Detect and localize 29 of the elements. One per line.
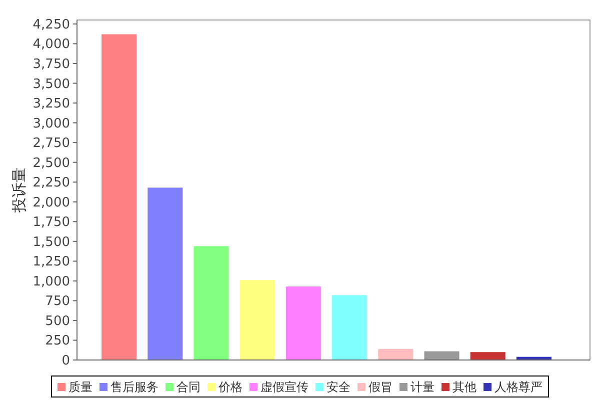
y-tick-label: 1,250 [32, 254, 70, 270]
legend-label: 售后服务 [110, 380, 158, 394]
y-tick-label: 500 [45, 314, 70, 329]
y-tick-label: 2,000 [32, 195, 70, 210]
legend-label: 计量 [410, 380, 434, 394]
y-tick-label: 1,500 [32, 234, 70, 250]
y-tick-label: 2,750 [32, 136, 70, 152]
legend-label: 假冒 [368, 380, 392, 394]
y-tick-label: 2,250 [32, 176, 70, 191]
legend-label: 价格 [218, 380, 242, 394]
y-axis-title: 投诉量 [10, 168, 28, 214]
legend-label: 合同 [176, 380, 200, 394]
y-tick-label: 750 [45, 294, 70, 310]
y-tick-label: 4,250 [32, 17, 70, 32]
y-tick-label: 3,750 [32, 56, 70, 72]
y-tick-label: 1,000 [32, 274, 70, 290]
y-tick-label: 4,000 [32, 37, 70, 52]
legend-label: 其他 [452, 380, 476, 394]
legend-label: 质量 [68, 380, 92, 394]
y-tick-label: 3,000 [32, 116, 70, 132]
y-tick-label: 250 [45, 334, 70, 349]
y-tick-label: 3,250 [32, 96, 70, 112]
y-tick-label: 1,750 [32, 215, 70, 230]
y-tick-label: 2,500 [32, 156, 70, 171]
legend-label: 虚假宣传 [260, 380, 308, 394]
legend-label: 人格尊严 [494, 380, 542, 394]
y-tick-label: 0 [62, 354, 70, 368]
y-tick-label: 3,500 [32, 76, 70, 92]
legend-label: 安全 [326, 380, 350, 394]
